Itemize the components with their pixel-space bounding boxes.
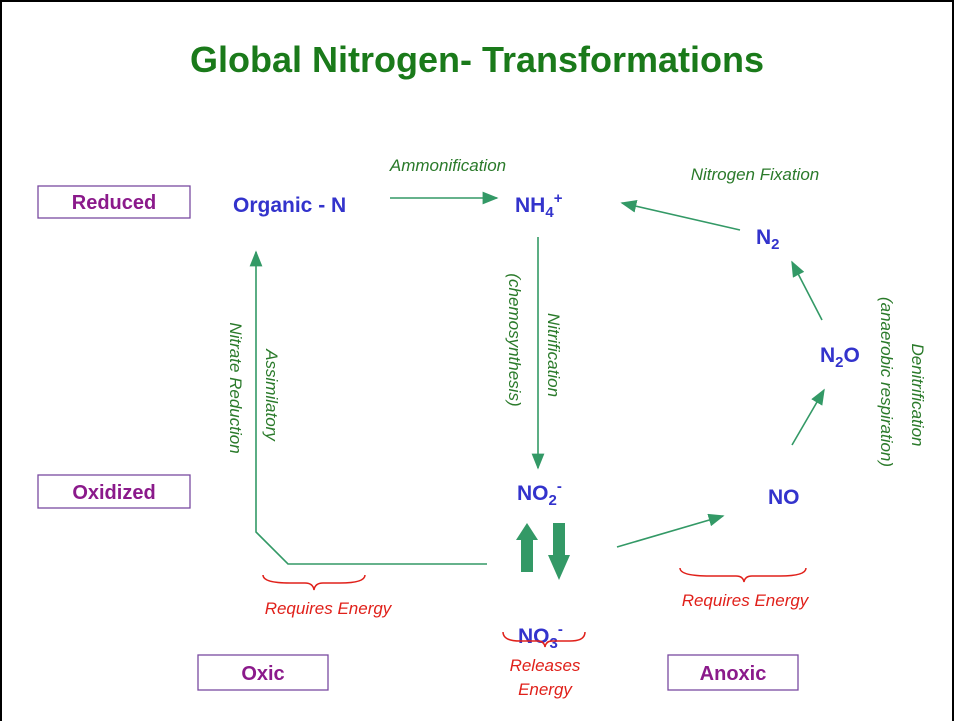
species: NO bbox=[768, 486, 800, 509]
energy-label: Requires Energy bbox=[682, 591, 810, 610]
process-label: (anaerobic respiration) bbox=[877, 297, 896, 467]
formula: Organic - N bbox=[233, 194, 346, 217]
subscript: 2 bbox=[771, 236, 779, 253]
formula: NH bbox=[515, 194, 545, 217]
title: Global Nitrogen- Transformations bbox=[190, 39, 764, 80]
species: NO2- bbox=[517, 478, 562, 509]
species: N2O bbox=[820, 344, 860, 371]
state-label: Reduced bbox=[72, 192, 156, 214]
formula: N bbox=[756, 226, 771, 249]
process-label: Nitrate Reduction bbox=[226, 322, 245, 453]
state-box bbox=[37, 185, 191, 219]
formula: N bbox=[820, 344, 835, 367]
subscript: 3 bbox=[550, 635, 558, 652]
brace bbox=[679, 567, 807, 583]
subscript: 2 bbox=[835, 354, 843, 371]
formula: NO bbox=[517, 482, 549, 505]
subscript: 2 bbox=[549, 492, 557, 509]
process-label: Nitrification bbox=[544, 313, 563, 397]
species: Organic - N bbox=[233, 194, 346, 217]
brace bbox=[262, 574, 366, 591]
species: NO3- bbox=[518, 621, 563, 652]
superscript: + bbox=[554, 190, 563, 207]
state-label: Oxic bbox=[241, 663, 284, 685]
formula: NO bbox=[768, 486, 800, 509]
energy-label: Requires Energy bbox=[265, 599, 393, 618]
process-label: Ammonification bbox=[389, 156, 506, 175]
arrows bbox=[249, 191, 825, 580]
process-label: Nitrogen Fixation bbox=[691, 165, 820, 184]
formula: O bbox=[844, 344, 860, 367]
energy-label: Releases bbox=[510, 656, 581, 675]
energy-label: Energy bbox=[518, 680, 573, 699]
superscript: - bbox=[558, 621, 563, 638]
species: N2 bbox=[756, 226, 780, 253]
process-label: Denitrification bbox=[908, 344, 927, 447]
state-box bbox=[197, 654, 329, 691]
state-box bbox=[667, 654, 799, 691]
process-label: Assimilatory bbox=[262, 348, 281, 442]
subscript: 4 bbox=[545, 204, 554, 221]
state-box bbox=[37, 474, 191, 509]
superscript: - bbox=[557, 478, 562, 495]
state-label: Oxidized bbox=[72, 482, 155, 504]
brace bbox=[502, 631, 586, 648]
state-label: Anoxic bbox=[700, 663, 767, 685]
species: NH4+ bbox=[515, 190, 563, 221]
process-label: (chemosynthesis) bbox=[505, 273, 524, 406]
